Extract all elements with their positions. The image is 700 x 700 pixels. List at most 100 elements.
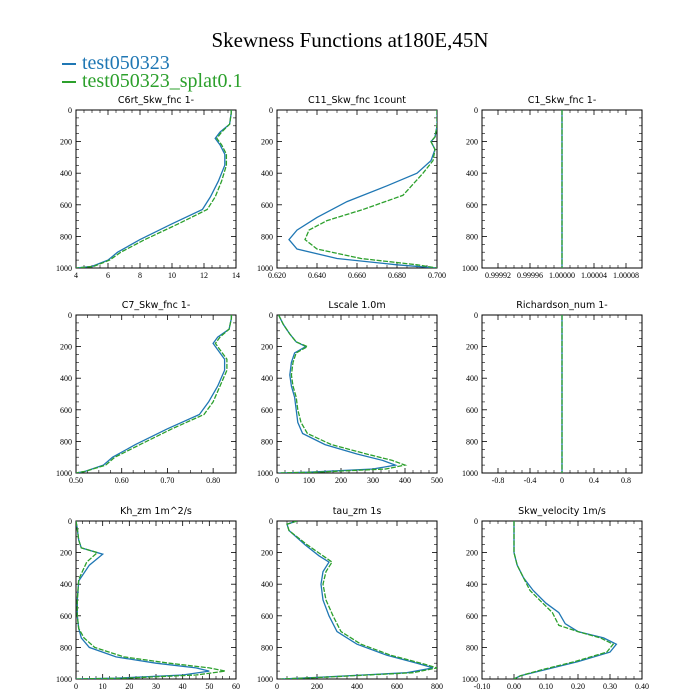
x-tick-label: 0.640 <box>308 271 326 280</box>
y-tick-label: 400 <box>261 580 273 589</box>
x-tick-label: 0.700 <box>428 271 446 280</box>
y-tick-label: 200 <box>466 549 478 558</box>
x-tick-label: 0.660 <box>348 271 366 280</box>
y-tick-label: 0 <box>68 106 72 115</box>
y-tick-label: 600 <box>261 201 273 210</box>
series-line-2 <box>280 521 437 679</box>
x-tick-label: 40 <box>179 682 187 691</box>
x-tick-label: 1.00008 <box>613 271 639 280</box>
x-tick-label: 8 <box>138 271 142 280</box>
y-tick-label: 1000 <box>462 469 478 478</box>
x-tick-label: 0.70 <box>160 476 174 485</box>
plot-frame <box>276 520 438 680</box>
x-tick-label: 50 <box>205 682 213 691</box>
plot-frame <box>276 109 438 269</box>
y-tick-label: 1000 <box>56 264 72 273</box>
y-tick-label: 800 <box>466 643 478 652</box>
x-tick-label: 0.8 <box>621 476 631 485</box>
y-tick-label: 800 <box>466 232 478 241</box>
x-tick-label: 800 <box>431 682 443 691</box>
x-tick-label: 0.50 <box>69 476 83 485</box>
y-tick-label: 1000 <box>56 675 72 684</box>
x-tick-label: 500 <box>431 476 443 485</box>
x-tick-label: 0.99992 <box>485 271 511 280</box>
plot-title: Richardson_num 1- <box>516 300 607 311</box>
x-tick-label: 0.4 <box>589 476 599 485</box>
plot-frame <box>75 520 237 680</box>
y-tick-label: 600 <box>466 406 478 415</box>
plot-title: C1_Skw_fnc 1- <box>528 95 597 106</box>
series-line-2 <box>76 110 232 268</box>
x-tick-label: 4 <box>74 271 78 280</box>
x-tick-label: 1.00000 <box>549 271 575 280</box>
y-tick-label: 1000 <box>56 469 72 478</box>
series-line-1 <box>76 110 232 268</box>
y-tick-label: 800 <box>261 232 273 241</box>
y-tick-label: 0 <box>474 517 478 526</box>
y-tick-label: 0 <box>68 517 72 526</box>
x-tick-label: 0.60 <box>115 476 129 485</box>
y-tick-label: 800 <box>466 437 478 446</box>
y-tick-label: 0 <box>269 517 273 526</box>
x-tick-label: 12 <box>200 271 208 280</box>
x-tick-label: 200 <box>335 476 347 485</box>
series-line-2 <box>304 110 437 268</box>
plot-title: tau_zm 1s <box>333 506 382 517</box>
legend-label-series-1: test050323 <box>82 52 170 74</box>
plot-panel-6: Richardson_num 1- 0 200 400 600 800 1000 -0.8 -0… <box>462 300 643 485</box>
plot-title: Skw_velocity 1m/s <box>518 506 606 517</box>
y-tick-label: 800 <box>261 437 273 446</box>
y-tick-label: 1000 <box>257 675 273 684</box>
x-tick-label: 0.620 <box>268 271 286 280</box>
plot-title: Kh_zm 1m^2/s <box>120 506 192 517</box>
y-tick-label: 1000 <box>257 264 273 273</box>
chart-title: Skewness Functions at180E,45N <box>211 28 489 52</box>
plot-frame <box>481 520 643 680</box>
y-tick-label: 600 <box>261 406 273 415</box>
x-tick-label: 60 <box>232 682 240 691</box>
x-tick-label: 0.00 <box>507 682 521 691</box>
x-tick-label: 0.680 <box>388 271 406 280</box>
x-tick-label: 30 <box>152 682 160 691</box>
x-tick-label: 0.80 <box>206 476 220 485</box>
y-tick-label: 600 <box>60 612 72 621</box>
plot-panel-3: C1_Skw_fnc 1- 0 200 400 600 800 1000 0.99992 0.9… <box>462 95 643 280</box>
x-tick-label: 400 <box>399 476 411 485</box>
x-tick-label: 0.10 <box>539 682 553 691</box>
x-tick-label: 0 <box>560 476 564 485</box>
x-tick-label: 14 <box>232 271 240 280</box>
x-tick-label: 300 <box>367 476 379 485</box>
y-tick-label: 800 <box>261 643 273 652</box>
y-tick-label: 0 <box>269 106 273 115</box>
y-tick-label: 200 <box>60 138 72 147</box>
y-tick-label: 800 <box>60 643 72 652</box>
y-tick-label: 0 <box>474 311 478 320</box>
y-tick-label: 400 <box>60 374 72 383</box>
y-tick-label: 800 <box>60 232 72 241</box>
x-tick-label: -0.4 <box>524 476 537 485</box>
x-tick-label: 10 <box>99 682 107 691</box>
y-tick-label: 800 <box>60 437 72 446</box>
legend-entry-series-2: test050323_splat0.1 <box>62 70 243 93</box>
y-tick-label: 200 <box>261 138 273 147</box>
legend-label-series-2: test050323_splat0.1 <box>82 70 243 92</box>
y-tick-label: 200 <box>466 138 478 147</box>
x-tick-label: 6 <box>106 271 110 280</box>
y-tick-label: 400 <box>261 169 273 178</box>
series-line-1 <box>76 521 210 679</box>
y-tick-label: 200 <box>261 549 273 558</box>
y-tick-label: 1000 <box>257 469 273 478</box>
x-tick-label: 400 <box>351 682 363 691</box>
y-tick-label: 400 <box>466 169 478 178</box>
x-tick-label: 20 <box>125 682 133 691</box>
plot-title: C6rt_Skw_fnc 1- <box>118 95 194 106</box>
x-tick-label: 0.20 <box>571 682 585 691</box>
series-line-2 <box>513 521 615 679</box>
y-tick-label: 200 <box>60 549 72 558</box>
plot-title: C7_Skw_fnc 1- <box>122 300 191 311</box>
series-line-2 <box>76 315 233 473</box>
